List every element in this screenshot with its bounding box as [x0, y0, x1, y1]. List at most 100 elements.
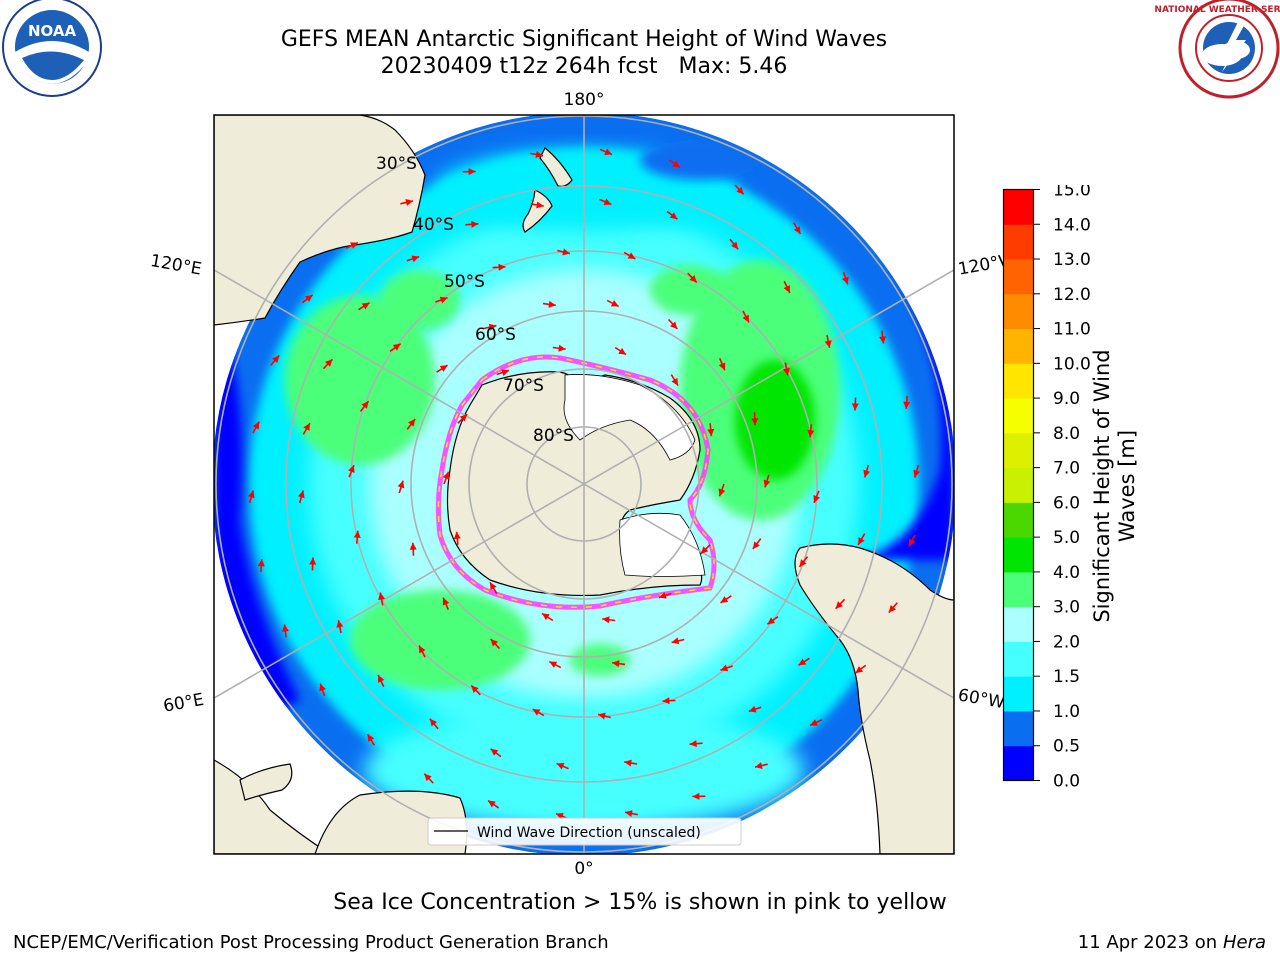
wind-wave-arrow [879, 330, 887, 344]
colorbar-tick-label: 10.0 [1053, 354, 1091, 374]
land-masses [214, 115, 954, 854]
wind-wave-arrow [378, 592, 386, 606]
wind-wave-arrow [720, 595, 732, 604]
wind-wave-arrow [397, 480, 405, 494]
wind-wave-arrow [754, 762, 768, 769]
colorbar-band [1003, 363, 1034, 399]
wind-wave-arrow [406, 255, 420, 263]
wind-wave-arrow [671, 637, 685, 645]
wind-wave-arrow [297, 490, 305, 504]
map-legend: Wind Wave Direction (unscaled) [427, 817, 742, 846]
nws-logo: NATIONAL WEATHER SERVICE [1154, 0, 1280, 99]
wind-wave-arrow [556, 762, 569, 770]
wind-wave-arrow [247, 490, 255, 504]
wind-wave-arrow [457, 413, 468, 424]
wind-wave-arrow [270, 354, 280, 366]
wind-wave-arrow [597, 712, 611, 720]
colorbar-tick-label: 15.0 [1053, 185, 1091, 201]
lon-label-60e: 60°E [162, 690, 206, 717]
lat-label-60s: 60°S [475, 325, 516, 345]
wind-wave-arrow [908, 534, 916, 547]
colorbar-band [1003, 328, 1034, 364]
wind-wave-arrow [783, 280, 791, 294]
wind-wave-arrow [496, 369, 510, 376]
wind-wave-arrow [624, 810, 638, 817]
host-name: Hera [1222, 932, 1266, 953]
wind-wave-arrow [782, 362, 790, 376]
lat-label-80s: 80°S [533, 426, 574, 446]
wind-wave-arrow [658, 592, 672, 599]
wind-wave-arrow [406, 418, 416, 430]
wind-wave-arrow [599, 198, 612, 206]
map-frame [213, 114, 955, 855]
wind-wave-arrow [718, 357, 726, 371]
wind-wave-arrow [377, 674, 385, 688]
wind-wave-arrow [465, 220, 479, 228]
wind-wave-arrow [700, 544, 711, 555]
wind-wave-arrow [612, 660, 626, 668]
svg-text:NATIONAL WEATHER SERVICE: NATIONAL WEATHER SERVICE [1154, 5, 1280, 15]
wind-wave-arrow [345, 241, 359, 249]
wind-wave-arrow [851, 397, 859, 411]
map-title: GEFS MEAN Antarctic Significant Height o… [280, 27, 888, 52]
wind-wave-arrow [667, 318, 678, 330]
wind-wave-arrow [692, 792, 706, 800]
colorbar-band [1003, 398, 1034, 434]
wind-wave-arrow [462, 168, 476, 176]
wind-wave-arrow [599, 148, 613, 156]
wind-wave-arrow [366, 733, 375, 746]
colorbar-tick-label: 0.0 [1053, 772, 1080, 792]
colorbar-tick-label: 7.0 [1053, 459, 1080, 479]
wind-wave-arrow [487, 799, 500, 809]
wind-wave-arrow [793, 222, 802, 235]
colorbar-tick-label: 6.0 [1053, 493, 1080, 513]
wind-wave-arrow [358, 302, 370, 311]
wind-wave-arrow [281, 624, 289, 638]
colorbar-band [1003, 293, 1034, 330]
colorbar-tick-label: 12.0 [1053, 285, 1091, 305]
colorbar-tick-label: 3.0 [1053, 598, 1080, 618]
wind-wave-arrow [614, 346, 627, 356]
wind-wave-arrow [442, 597, 450, 611]
colorbar-tick-label: 4.0 [1053, 563, 1080, 583]
wind-wave-arrow [336, 620, 344, 634]
wind-wave-arrow [748, 705, 762, 713]
wind-wave-arrow [854, 664, 867, 674]
lat-label-50s: 50°S [444, 272, 485, 292]
colorbar-tick-label: 1.5 [1053, 667, 1080, 687]
wind-wave-arrow [718, 483, 726, 497]
wind-wave-arrow [720, 664, 733, 672]
wind-wave-arrow [483, 323, 497, 331]
wind-wave-arrow [742, 310, 750, 323]
wind-wave-arrow [751, 412, 759, 426]
wind-wave-arrow [309, 557, 317, 571]
noaa-logo: NOAA [2, 0, 102, 97]
wind-wave-arrow [423, 773, 434, 784]
colorbar-tick-label: 11.0 [1053, 320, 1091, 340]
wind-wave-arrow [532, 708, 545, 717]
wind-wave-arrow [557, 248, 571, 256]
wind-wave-arrow [835, 598, 846, 610]
wind-wave-arrow [389, 343, 402, 352]
colorbar-band [1003, 710, 1034, 747]
wind-wave-arrow [798, 556, 809, 568]
wind-wave-arrow [418, 645, 426, 658]
wind-wave-arrow [302, 422, 311, 435]
colorbar: 0.0 0.5 1.0 1.5 2.0 3.0 4.0 5.0 6.0 7.0 8.0 9.0 10.0… [1002, 185, 1091, 792]
wind-wave-arrow [624, 759, 638, 767]
wind-wave-arrow [409, 542, 417, 556]
colorbar-tick-label: 8.0 [1053, 424, 1080, 444]
wind-wave-arrow [436, 364, 448, 373]
colorbar-band [1003, 189, 1034, 225]
wind-wave-arrow [689, 740, 703, 748]
wind-wave-arrow [548, 660, 562, 669]
colorbar-band [1003, 537, 1034, 573]
lon-label-60w: 60°W [956, 685, 1006, 713]
colorbar-band [1003, 432, 1034, 469]
wind-wave-arrow [666, 210, 678, 220]
wind-wave-arrow [766, 616, 779, 625]
wind-wave-arrow [606, 299, 620, 308]
wind-wave-arrow [490, 638, 501, 650]
colorbar-tick-label: 1.0 [1053, 702, 1080, 722]
